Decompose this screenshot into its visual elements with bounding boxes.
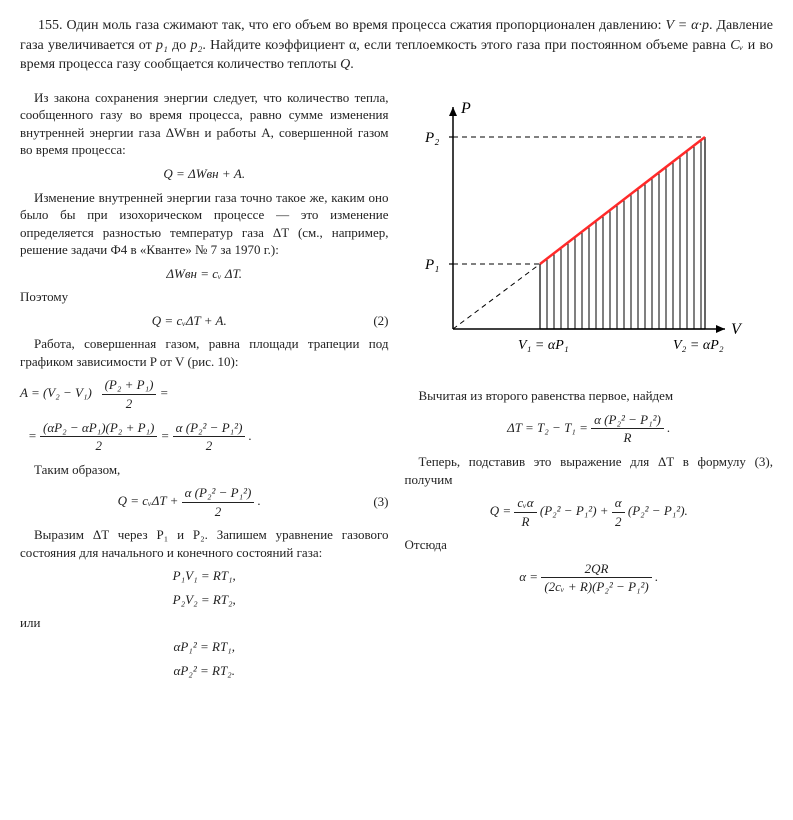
p1: p₁: [156, 38, 168, 53]
f4-eq: =: [160, 385, 169, 400]
formula-5: Q = cᵥΔT + α (P₂² − P₁²) 2 .: [20, 484, 359, 520]
f5-a: α (P₂² − P₁²): [182, 484, 255, 503]
f4-frac1: (P₂ + P₁) 2: [102, 376, 157, 412]
formula-2: ΔWвн = cᵥ ΔT.: [20, 265, 389, 283]
f5-pre: Q = cᵥΔT +: [118, 493, 182, 508]
svg-text:P₁: P₁: [424, 257, 439, 273]
sol-r-p1: Вычитая из второго равенства первое, най…: [405, 387, 774, 405]
p2: p₂: [191, 38, 203, 53]
formula-4: A = (V₂ − V₁) (P₂ + P₁) 2 =: [20, 376, 389, 412]
formula-r3: α = 2QR (2cᵥ + R)(P₂² − P₁²) .: [405, 560, 774, 596]
pv-graph: P V P₁ P₂ V₁ = αP₁ V₂ = αP₂: [405, 89, 774, 374]
sol-p4: Работа, совершенная газом, равна площади…: [20, 335, 389, 370]
sol-p7: или: [20, 614, 389, 632]
rf1-pre: ΔT = T₂ − T₁ =: [507, 420, 591, 435]
cv: Cᵥ: [730, 38, 743, 53]
problem-text-1: Один моль газа сжимают так, что его объе…: [66, 18, 665, 33]
problem-text-4: . Найдите коэффициент α, если теплоемкос…: [202, 38, 730, 53]
problem-text-6: .: [350, 57, 354, 72]
rf2-frac2: α 2: [612, 494, 625, 530]
eq-v-alpha-p: V = α·p: [665, 18, 709, 33]
problem-number: 155.: [20, 18, 63, 33]
sol-r-p2: Теперь, подставив это выражение для ΔT в…: [405, 453, 774, 488]
rf2-2b: 2: [612, 513, 625, 531]
rf2-mid2: (P₂² − P₁²).: [628, 503, 688, 518]
f4-2b: 2: [40, 437, 157, 455]
f5-b: 2: [182, 503, 255, 521]
formula-4b: = (αP₂ − αP₁)(P₂ + P₁) 2 = α (P₂² − P₁²)…: [20, 419, 389, 455]
f4-3b: 2: [173, 437, 246, 455]
rf1-frac: α (P₂² − P₁²) R: [591, 411, 664, 447]
formula-r1: ΔT = T₂ − T₁ = α (P₂² − P₁²) R .: [405, 411, 774, 447]
pv-graph-svg: P V P₁ P₂ V₁ = αP₁ V₂ = αP₂: [405, 89, 745, 369]
f4-3a: α (P₂² − P₁²): [173, 419, 246, 438]
f4-2a: (αP₂ − αP₁)(P₂ + P₁): [40, 419, 157, 438]
formula-r2: Q = cᵥα R (P₂² − P₁²) + α 2 (P₂² − P₁²).: [405, 494, 774, 530]
rf1-a: α (P₂² − P₁²): [591, 411, 664, 430]
svg-text:P₂: P₂: [424, 130, 439, 146]
eqnum-2: (2): [359, 312, 389, 330]
svg-text:V: V: [731, 321, 743, 338]
svg-text:P: P: [460, 100, 471, 117]
rf2-mid1: (P₂² − P₁²) +: [540, 503, 612, 518]
sol-p2: Изменение внутренней энергии газа точно …: [20, 189, 389, 259]
sol-p6: Выразим ΔT через P₁ и P₂. Запишем уравне…: [20, 526, 389, 561]
formula-1: Q = ΔWвн + A.: [20, 165, 389, 183]
f4-1b: 2: [102, 395, 157, 413]
problem-text-3: до: [168, 38, 191, 53]
formula-7a: αP₁² = RT₁,: [20, 638, 389, 656]
solution-columns: Из закона сохранения энергии следует, чт…: [20, 89, 773, 685]
f4-pre: A = (V₂ − V₁): [20, 385, 92, 400]
rf3-frac: 2QR (2cᵥ + R)(P₂² − P₁²): [541, 560, 651, 596]
rf3-pre: α =: [519, 569, 541, 584]
f4-frac2: (αP₂ − αP₁)(P₂ + P₁) 2: [40, 419, 157, 455]
problem-statement: 155. Один моль газа сжимают так, что его…: [20, 16, 773, 75]
sol-r-p3: Отсюда: [405, 536, 774, 554]
right-column: P V P₁ P₂ V₁ = αP₁ V₂ = αP₂ Вычитая из второг…: [405, 89, 774, 685]
Q: Q: [340, 57, 350, 72]
formula-5-row: Q = cᵥΔT + α (P₂² − P₁²) 2 . (3): [20, 484, 389, 520]
sol-p1: Из закона сохранения энергии следует, чт…: [20, 89, 389, 159]
left-column: Из закона сохранения энергии следует, чт…: [20, 89, 389, 685]
eqnum-3: (3): [359, 493, 389, 511]
svg-text:V₂ = αP₂: V₂ = αP₂: [673, 338, 724, 353]
rf2-2a: α: [612, 494, 625, 513]
svg-text:V₁ = αP₁: V₁ = αP₁: [518, 338, 569, 353]
f4-frac3: α (P₂² − P₁²) 2: [173, 419, 246, 455]
f4-1a: (P₂ + P₁): [102, 376, 157, 395]
rf2-pre: Q =: [490, 503, 515, 518]
formula-7b: αP₂² = RT₂.: [20, 662, 389, 680]
rf3-a: 2QR: [541, 560, 651, 579]
formula-6b: P₂V₂ = RT₂,: [20, 591, 389, 609]
rf2-1b: R: [514, 513, 536, 531]
rf2-frac1: cᵥα R: [514, 494, 536, 530]
sol-p5: Таким образом,: [20, 461, 389, 479]
rf2-1a: cᵥα: [514, 494, 536, 513]
rf1-b: R: [591, 429, 664, 447]
f5-frac: α (P₂² − P₁²) 2: [182, 484, 255, 520]
formula-3-row: Q = cᵥΔT + A. (2): [20, 312, 389, 330]
sol-p3: Поэтому: [20, 288, 389, 306]
formula-3: Q = cᵥΔT + A.: [20, 312, 359, 330]
rf3-b: (2cᵥ + R)(P₂² − P₁²): [541, 578, 651, 596]
formula-6a: P₁V₁ = RT₁,: [20, 567, 389, 585]
